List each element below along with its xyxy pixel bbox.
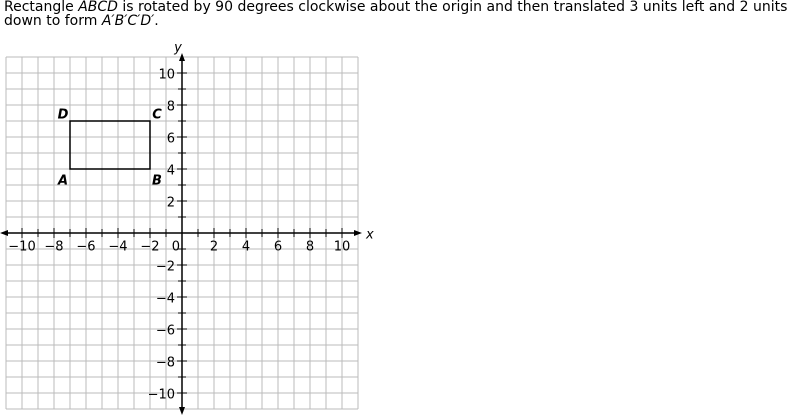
origin-label: 0 — [172, 240, 180, 255]
y-tick-label: 10 — [158, 68, 175, 83]
y-tick-label: −2 — [156, 260, 175, 275]
y-tick-label: 6 — [167, 132, 175, 147]
rectangle — [69, 120, 151, 170]
point-label: A — [57, 174, 68, 189]
x-tick-label: −2 — [140, 240, 159, 255]
x-tick-label: −6 — [76, 240, 95, 255]
arrow — [179, 407, 185, 415]
x-tick-label: −8 — [44, 240, 63, 255]
x-tick-label: 6 — [274, 240, 282, 255]
text: down to form — [4, 13, 102, 29]
x-tick-label: 4 — [242, 240, 250, 255]
y-tick-label: −10 — [148, 388, 175, 403]
x-tick-label: −4 — [108, 240, 127, 255]
arrow — [354, 230, 362, 236]
text: A′B′C′D′ — [101, 13, 155, 29]
text: ABCD — [78, 0, 118, 15]
question-line: Rectangle ABCD is rotated by 90 degrees … — [4, 0, 787, 14]
y-tick-label: −4 — [156, 292, 175, 307]
text: Rectangle — [4, 0, 79, 15]
arrow — [0, 230, 8, 236]
point-label: D — [58, 108, 69, 123]
point-label: B — [152, 174, 162, 189]
x-tick-label: 2 — [210, 240, 218, 255]
y-tick-label: 8 — [167, 100, 175, 115]
x-axis-label: x — [365, 228, 374, 243]
y-tick-label: −8 — [156, 356, 175, 371]
y-tick-label: 2 — [167, 196, 175, 211]
x-tick-label: 8 — [306, 240, 314, 255]
y-tick-label: 4 — [167, 164, 175, 179]
text: is rotated by 90 degrees clockwise about… — [117, 0, 788, 15]
arrow — [179, 53, 185, 61]
point-label: C — [152, 108, 162, 123]
y-axis-label: y — [173, 41, 182, 56]
x-tick-label: 10 — [334, 240, 351, 255]
question-line: down to form A′B′C′D′. — [4, 14, 787, 28]
text: . — [154, 13, 159, 29]
x-tick-label: −10 — [8, 240, 35, 255]
question: Rectangle ABCD is rotated by 90 degrees … — [4, 0, 787, 28]
y-tick-label: −6 — [156, 324, 175, 339]
